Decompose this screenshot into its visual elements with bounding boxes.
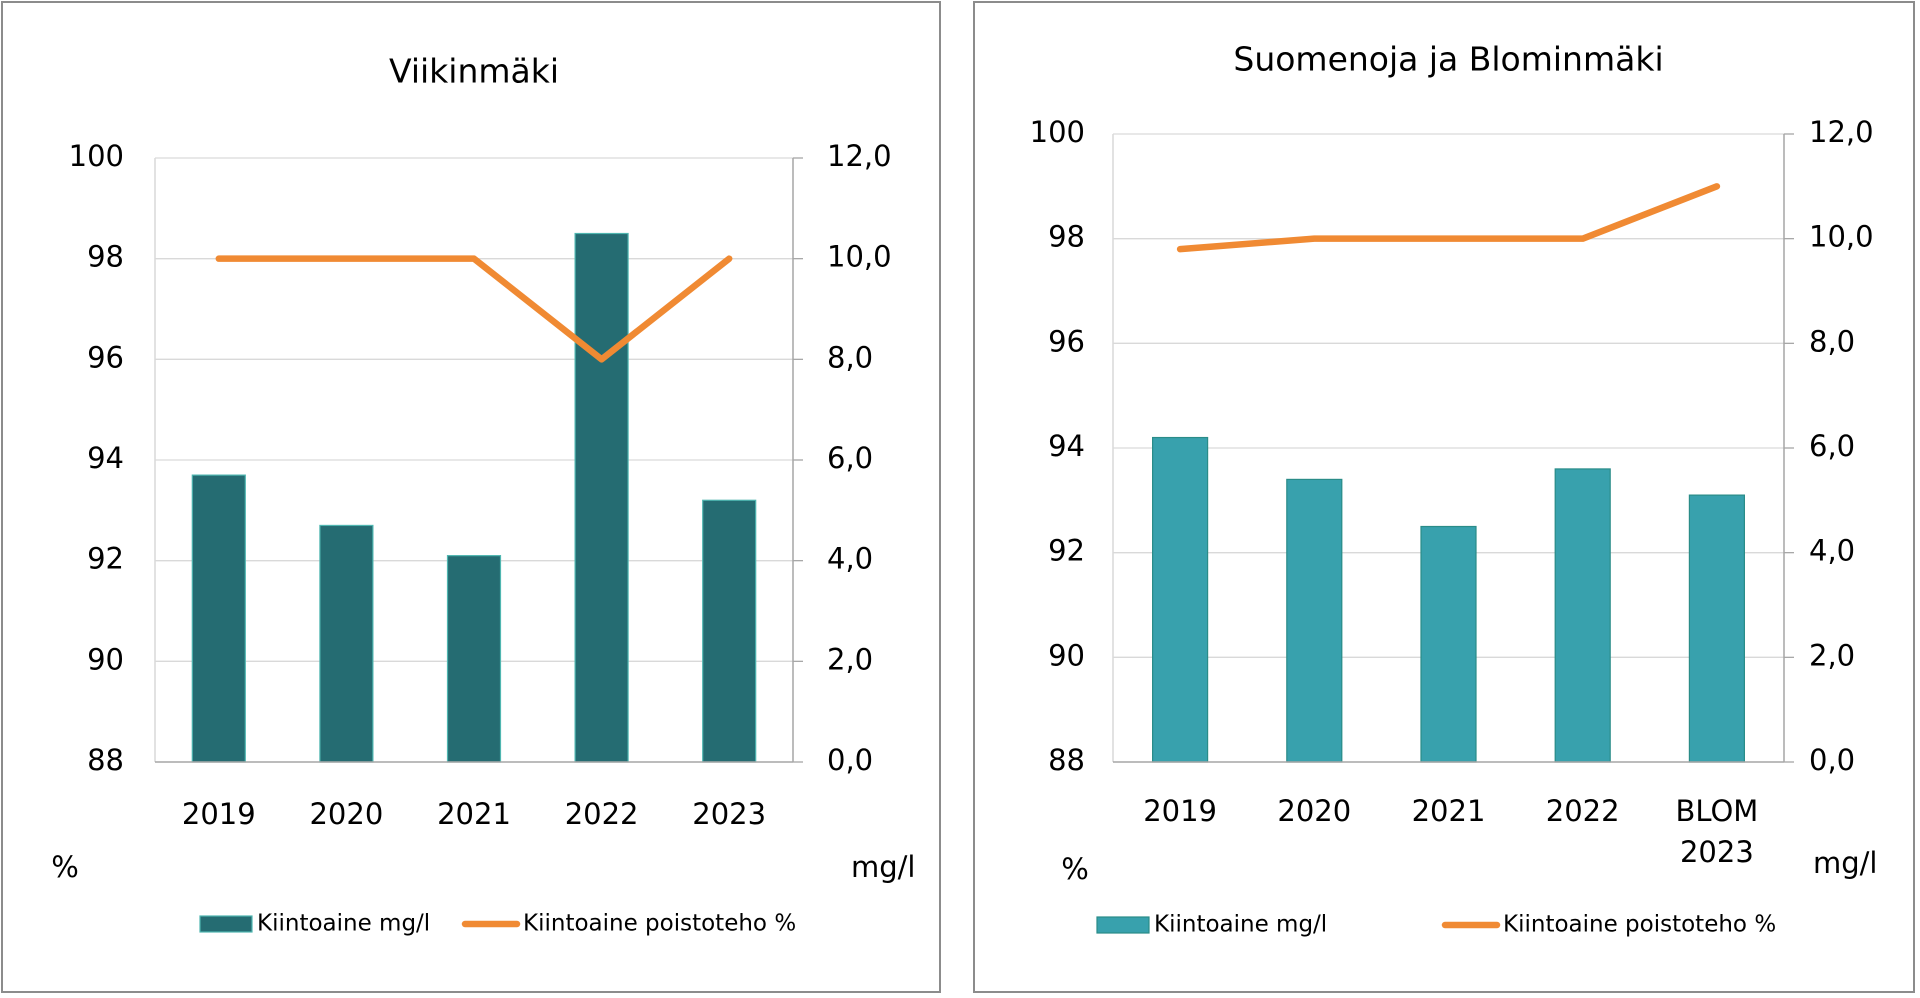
y-right-tick-label: 12,0: [1809, 115, 1874, 149]
bar-2022: [574, 232, 629, 763]
bar-2020: [1286, 478, 1343, 763]
y-right-tick-label: 0,0: [1809, 743, 1855, 777]
chart-panel-viikinmaki: Viikinmäki 88 0,0 90 2,0 92 4,0 94 6,0 96 8,0 98 10,…: [1, 1, 941, 993]
y-left-tick-label: 88: [1048, 743, 1085, 777]
x-tick-label: 2023: [692, 797, 766, 831]
y-left-tick-label: 94: [87, 441, 124, 475]
bar-2019: [191, 474, 246, 763]
y-left-tick-label: 90: [87, 642, 124, 676]
x-tick-label: 2022: [565, 797, 639, 831]
y-left-tick-label: 98: [1048, 220, 1085, 254]
legend-label-line: Kiintoaine poistoteho %: [1503, 912, 1776, 938]
line-series-poistoteho: [1176, 183, 1721, 253]
x-tick-label: 2021: [437, 797, 511, 831]
y-right-tick-label: 12,0: [827, 139, 892, 173]
y-right-tick-label: 0,0: [827, 743, 873, 777]
x-tick-label: 2022: [1546, 794, 1620, 828]
y-right-tick-label: 10,0: [827, 240, 892, 274]
y-right-tick-label: 2,0: [1809, 638, 1855, 672]
bar-2021: [1420, 525, 1477, 763]
chart-suomenoja-blominmaki: Suomenoja ja Blominmäki 88 0,0 90 2,0 92 4,0 94…: [1030, 40, 1878, 938]
chart-title: Viikinmäki: [389, 52, 559, 91]
x-tick-label: 2019: [182, 797, 256, 831]
legend-swatch-bar: [199, 915, 253, 933]
y-left-tick-label: 100: [69, 139, 124, 173]
chart-viikinmaki: Viikinmäki 88 0,0 90 2,0 92 4,0 94 6,0 96 8,0 98 10,…: [51, 52, 916, 937]
y-right-tick-label: 10,0: [1809, 220, 1874, 254]
legend-label-bar: Kiintoaine mg/l: [257, 911, 430, 937]
chart-panel-suomenoja-blominmaki: Suomenoja ja Blominmäki 88 0,0 90 2,0 92 4,0 94…: [973, 1, 1915, 993]
y-right-tick-label: 8,0: [827, 340, 873, 374]
y-left-tick-label: 96: [87, 340, 124, 374]
y-right-unit-label: mg/l: [1813, 846, 1878, 880]
y-right-tick-label: 4,0: [1809, 534, 1855, 568]
legend-swatch-bar: [1096, 916, 1150, 934]
bar-blom-2023: [1688, 494, 1746, 763]
y-left-tick-label: 88: [87, 743, 124, 777]
x-tick-label: 2020: [309, 797, 383, 831]
y-right-tick-label: 2,0: [827, 642, 873, 676]
y-left-unit-label: %: [1061, 852, 1089, 886]
y-right-tick-label: 8,0: [1809, 324, 1855, 358]
chart-title: Suomenoja ja Blominmäki: [1233, 40, 1663, 79]
y-left-tick-label: 98: [87, 240, 124, 274]
legend-label-bar: Kiintoaine mg/l: [1154, 912, 1327, 938]
y-left-tick-label: 94: [1048, 429, 1085, 463]
line-series-poistoteho: [215, 255, 733, 363]
y-right-tick-label: 6,0: [1809, 429, 1855, 463]
x-tick-label: 2021: [1412, 794, 1486, 828]
x-tick-label: 2020: [1277, 794, 1351, 828]
bar-2021: [446, 555, 502, 763]
x-tick-label: 2019: [1143, 794, 1217, 828]
y-left-unit-label: %: [51, 850, 79, 884]
y-left-tick-label: 100: [1030, 115, 1085, 149]
y-left-tick-label: 92: [87, 542, 124, 576]
x-tick-label-line: BLOM: [1675, 794, 1758, 828]
x-tick-label-line: 2023: [1680, 835, 1754, 869]
y-right-unit-label: mg/l: [851, 850, 916, 884]
bar-2023: [702, 499, 757, 763]
bar-2020: [319, 524, 374, 763]
legend-label-line: Kiintoaine poistoteho %: [523, 911, 796, 937]
y-right-tick-label: 4,0: [827, 542, 873, 576]
y-right-tick-label: 6,0: [827, 441, 873, 475]
bar-2019: [1152, 436, 1209, 763]
y-left-tick-label: 92: [1048, 534, 1085, 568]
y-left-tick-label: 90: [1048, 638, 1085, 672]
y-left-tick-label: 96: [1048, 324, 1085, 358]
bar-2022: [1554, 468, 1611, 763]
